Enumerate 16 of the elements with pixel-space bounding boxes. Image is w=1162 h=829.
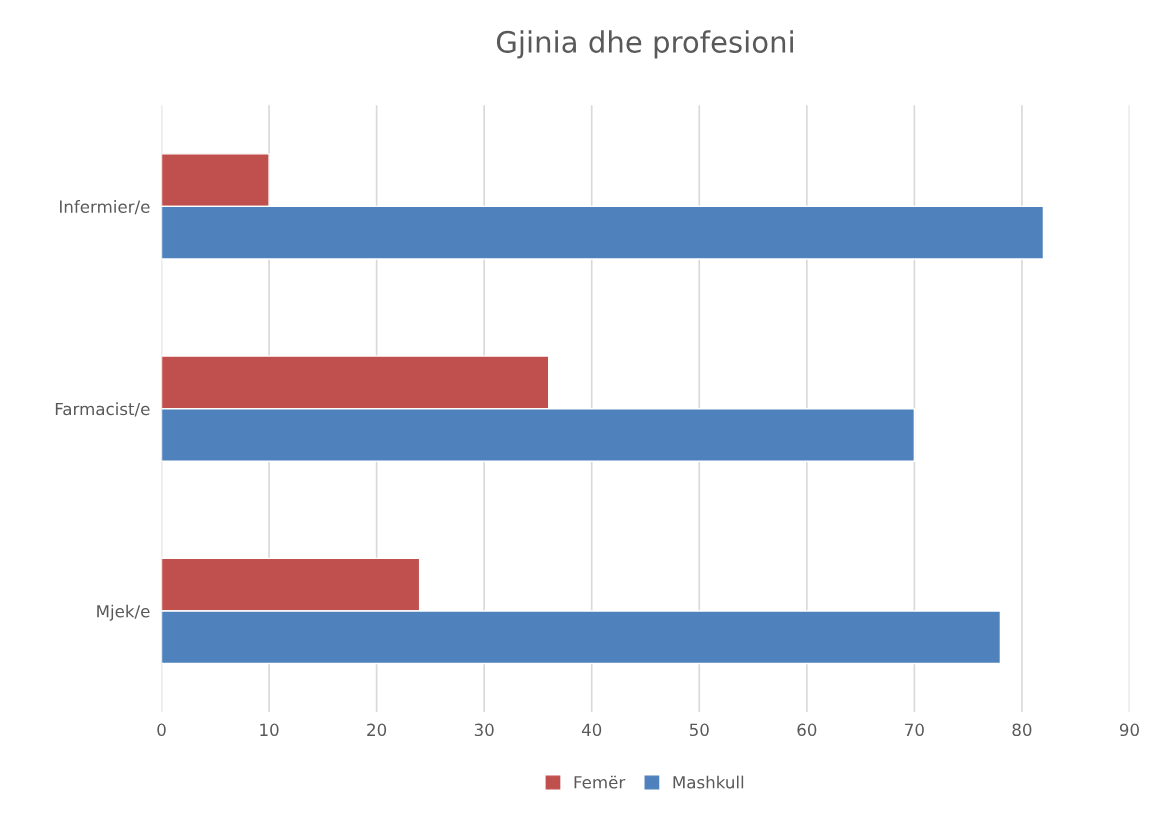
legend-label: Femër [574,775,626,789]
y-tick-label: Mjek/e [97,604,150,621]
legend-label: Mashkull [673,775,744,789]
x-tick-label: 0 [157,723,166,737]
y-tick-label: Infermier/e [60,200,150,215]
x-tick-label: 70 [905,723,924,737]
x-tick-label: 20 [367,723,387,737]
x-tick-label: 90 [1119,723,1139,737]
x-tick-label: 30 [474,723,494,737]
x-tick-label: 40 [581,723,602,737]
x-tick-label: 80 [1012,723,1032,737]
x-tick-label: 50 [689,723,709,737]
x-tick-label: 10 [260,723,279,737]
y-tick-label: Farmacist/e [55,402,150,417]
x-tick-label: 60 [797,723,817,737]
chart-title: Gjinia dhe profesioni [496,30,793,59]
